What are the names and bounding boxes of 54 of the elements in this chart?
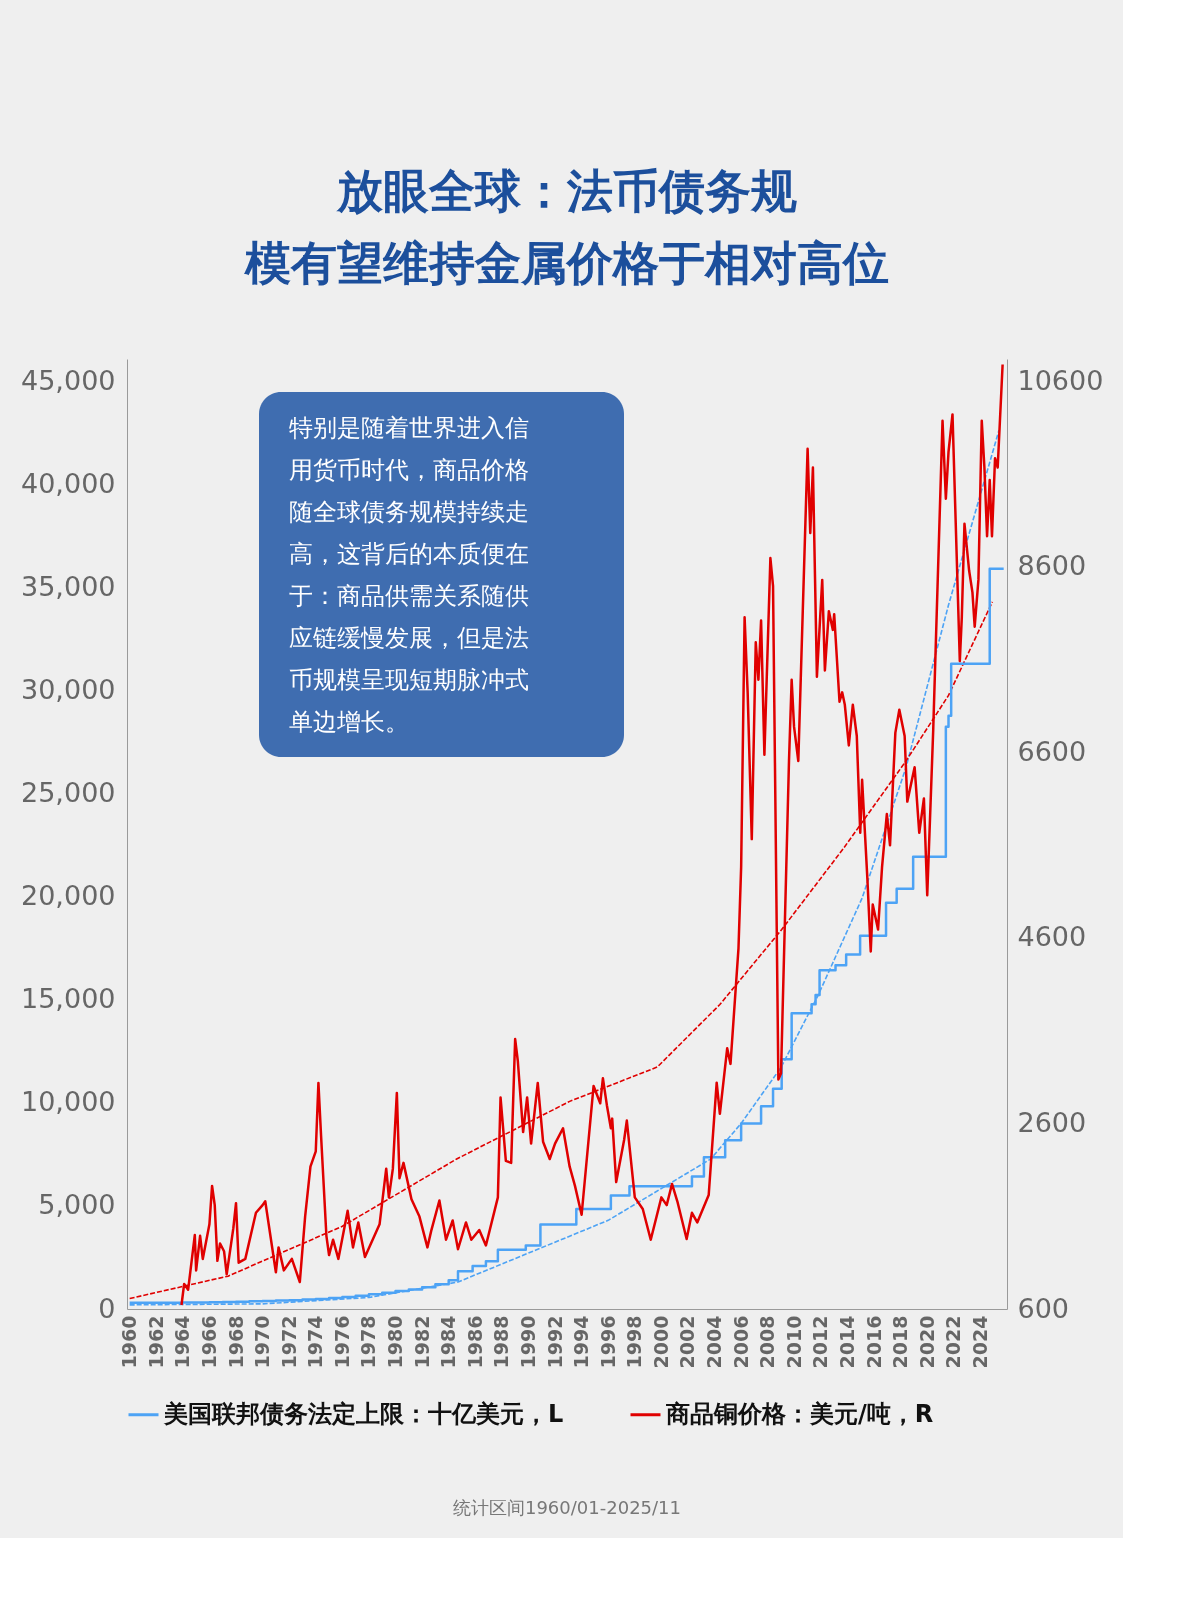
x-tick-label: 2006: [729, 1315, 752, 1369]
y-tick-label: 30,000: [21, 674, 116, 706]
y-tick-label: 20,000: [21, 880, 116, 912]
x-tick-label: 2012: [809, 1315, 832, 1369]
y2-tick-label: 600: [1017, 1292, 1070, 1324]
x-tick-label: 2000: [649, 1315, 672, 1369]
x-tick-label: 1966: [197, 1315, 220, 1369]
x-tick-label: 1996: [596, 1315, 619, 1369]
y-tick-label: 40,000: [21, 467, 116, 499]
legend-label: 商品铜价格：美元/吨，R: [665, 1399, 934, 1428]
y-tick-label: 15,000: [21, 983, 116, 1015]
x-tick-label: 2024: [968, 1315, 991, 1369]
x-tick-label: 2020: [915, 1315, 938, 1369]
y-tick-label: 10,000: [21, 1086, 116, 1118]
legend-label: 美国联邦债务法定上限：十亿美元，L: [163, 1399, 564, 1428]
x-tick-label: 1976: [330, 1315, 353, 1369]
y-tick-label: 45,000: [21, 364, 116, 396]
y-tick-label: 5,000: [38, 1189, 116, 1221]
x-tick-label: 2010: [782, 1315, 805, 1369]
annotation: 特别是随着世界进入信用货币时代，商品价格随全球债务规模持续走高，这背后的本质便在于：商品供需关系随供应链缓慢发展，但是法币规模呈现短期脉冲式单边增长。: [289, 414, 529, 736]
x-tick-label: 2008: [756, 1315, 779, 1369]
y2-tick-label: 4600: [1017, 921, 1087, 953]
y2-tick-label: 10600: [1017, 364, 1104, 396]
x-tick-label: 1982: [410, 1315, 433, 1369]
y-tick-label: 0: [98, 1292, 116, 1324]
y2-tick-label: 6600: [1017, 735, 1087, 767]
x-tick-label: 2004: [703, 1315, 726, 1369]
x-tick-label: 1994: [570, 1315, 593, 1369]
x-tick-label: 1962: [144, 1315, 167, 1369]
x-tick-label: 2002: [676, 1315, 699, 1369]
x-tick-label: 2014: [835, 1315, 858, 1369]
x-tick-label: 2016: [862, 1315, 885, 1369]
x-tick-label: 1990: [516, 1315, 539, 1369]
y-tick-label: 35,000: [21, 570, 116, 602]
x-tick-label: 1984: [437, 1315, 460, 1369]
chart-title: 放眼全球：法币债务规模有望维持金属价格于相对高位: [243, 164, 889, 290]
x-tick-label: 1986: [463, 1315, 486, 1369]
y2-tick-label: 2600: [1017, 1106, 1087, 1138]
x-tick-label: 1964: [171, 1315, 194, 1369]
x-tick-label: 1970: [251, 1315, 274, 1369]
x-tick-label: 1972: [277, 1315, 300, 1369]
x-tick-label: 1980: [384, 1315, 407, 1369]
x-tick-label: 1960: [118, 1315, 141, 1369]
x-tick-label: 1974: [304, 1315, 327, 1369]
x-tick-label: 2018: [889, 1315, 912, 1369]
x-tick-label: 1988: [490, 1315, 513, 1369]
x-tick-label: 1968: [224, 1315, 247, 1369]
x-tick-label: 1998: [623, 1315, 646, 1369]
x-tick-label: 1978: [357, 1315, 380, 1369]
x-tick-label: 2022: [942, 1315, 965, 1369]
x-tick-label: 1992: [543, 1315, 566, 1369]
text: 统计区间1960/01-2025/11: [452, 1497, 682, 1518]
y-tick-label: 25,000: [21, 777, 116, 809]
y2-tick-label: 8600: [1017, 550, 1087, 582]
